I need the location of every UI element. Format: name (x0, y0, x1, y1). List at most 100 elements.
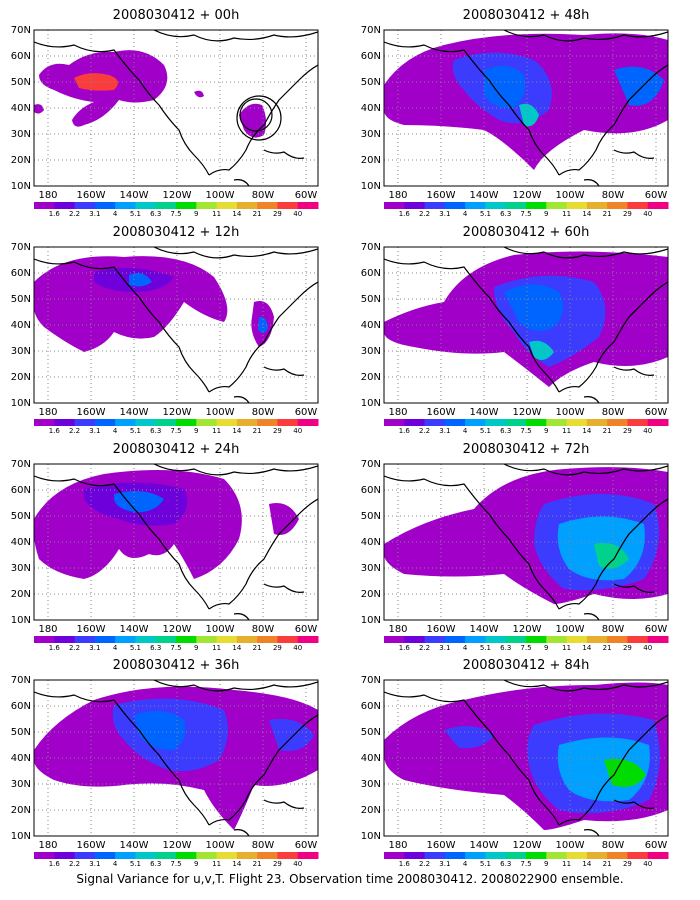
colorbar-segment (404, 202, 426, 209)
colorbar-segment (424, 202, 446, 209)
lon-tick-label: 140W (120, 190, 149, 201)
colorbar-label: 5.1 (480, 427, 491, 435)
colorbar-label: 40 (643, 860, 652, 868)
lat-tick-label: 60N (361, 485, 381, 496)
colorbar-label: 29 (273, 210, 282, 218)
coastline (233, 613, 250, 620)
colorbar-segment (74, 636, 96, 643)
colorbar-label: 1.6 (399, 427, 411, 435)
colorbar-segment (444, 419, 466, 426)
lon-tick-label: 160W (427, 190, 456, 201)
colorbar-segment (297, 202, 319, 209)
colorbar-label: 21 (603, 427, 612, 435)
colorbar-label: 11 (562, 427, 571, 435)
panel-title: 2008030412 + 72h (462, 442, 590, 457)
colorbar-label: 4 (463, 210, 468, 218)
colorbar-segment (135, 852, 157, 859)
colorbar-label: 6.3 (150, 427, 161, 435)
colorbar-label: 5.1 (130, 644, 141, 652)
map-panel-60h: 70N 60N 50N 40N 30N 20N 10N 180 160W 140W 120W 100W… (361, 242, 669, 435)
colorbar-label: 21 (603, 860, 612, 868)
lon-tick-label: 140W (120, 407, 149, 418)
panel-title: 2008030412 + 60h (462, 225, 590, 240)
lon-tick-label: 60W (645, 624, 668, 635)
lon-tick-label: 140W (120, 624, 149, 635)
colorbar-segment (155, 202, 177, 209)
colorbar-segment (526, 636, 547, 643)
colorbar-segment (485, 202, 507, 209)
colorbar-label: 2.2 (69, 210, 80, 218)
colorbar-label: 21 (253, 860, 262, 868)
colorbar-segment (444, 636, 466, 643)
lon-tick-label: 80W (252, 840, 275, 851)
colorbar-segment (34, 202, 55, 209)
colorbar-label: 29 (623, 427, 632, 435)
colorbar-label: 29 (623, 860, 632, 868)
colorbar-segment (277, 419, 299, 426)
variance-patch (34, 256, 228, 352)
colorbar-segment (607, 202, 628, 209)
colorbar-segment (277, 202, 299, 209)
coastline (583, 396, 600, 403)
colorbar-label: 2.2 (419, 210, 430, 218)
colorbar-label: 6.3 (500, 427, 511, 435)
variance-patch (519, 103, 539, 127)
coastline (503, 680, 668, 692)
colorbar-segment (297, 636, 319, 643)
lat-tick-label: 50N (11, 511, 31, 522)
colorbar-segment (485, 852, 507, 859)
map-frame (383, 463, 669, 621)
map-frame (383, 246, 669, 404)
colorbar-segment (74, 852, 96, 859)
colorbar-label: 9 (194, 860, 198, 868)
colorbar-segment (196, 852, 218, 859)
lat-tick-label: 40N (11, 537, 31, 548)
lat-tick-label: 10N (11, 181, 31, 192)
colorbar-label: 4 (113, 860, 118, 868)
map-frame (33, 246, 319, 404)
colorbar-segment (566, 852, 588, 859)
lat-tick-label: 10N (361, 615, 381, 626)
colorbar-segment (257, 202, 278, 209)
colorbar-label: 3.1 (89, 210, 100, 218)
colorbar-label: 3.1 (89, 644, 100, 652)
colorbar-label: 1.6 (49, 210, 61, 218)
colorbar-label: 2.2 (419, 427, 430, 435)
colorbar-label: 1.6 (399, 210, 411, 218)
colorbar-label: 4 (463, 644, 468, 652)
coastline (233, 829, 250, 836)
lat-tick-label: 60N (11, 268, 31, 279)
lat-tick-label: 20N (11, 372, 31, 383)
colorbar-segment (34, 419, 55, 426)
colorbar-segment (465, 202, 486, 209)
colorbar-segment (505, 852, 527, 859)
panel-title: 2008030412 + 24h (112, 442, 240, 457)
lat-tick-label: 20N (361, 805, 381, 816)
colorbar-label: 7.5 (520, 860, 531, 868)
lon-tick-label: 120W (513, 840, 542, 851)
colorbar-segment (34, 852, 55, 859)
colorbar-label: 14 (232, 860, 241, 868)
colorbar-segment (505, 636, 527, 643)
colorbar-segment (384, 636, 405, 643)
lat-tick-label: 70N (11, 25, 31, 36)
colorbar-segment (627, 202, 649, 209)
colorbar-segment (566, 419, 588, 426)
colorbar-segment (526, 852, 547, 859)
colorbar-label: 3.1 (89, 860, 100, 868)
lon-tick-label: 100W (556, 407, 585, 418)
coastline (208, 64, 318, 176)
coastline (503, 30, 668, 42)
lon-tick-label: 80W (252, 407, 275, 418)
lat-tick-label: 60N (361, 51, 381, 62)
colorbar-segment (546, 419, 568, 426)
colorbar-segment (94, 202, 116, 209)
colorbar-segment (444, 202, 466, 209)
coastline (583, 179, 600, 186)
coastline (153, 247, 318, 259)
colorbar-label: 29 (273, 860, 282, 868)
lat-tick-label: 20N (11, 805, 31, 816)
lon-tick-label: 60W (645, 840, 668, 851)
colorbar-label: 14 (232, 427, 241, 435)
colorbar-label: 7.5 (520, 210, 531, 218)
